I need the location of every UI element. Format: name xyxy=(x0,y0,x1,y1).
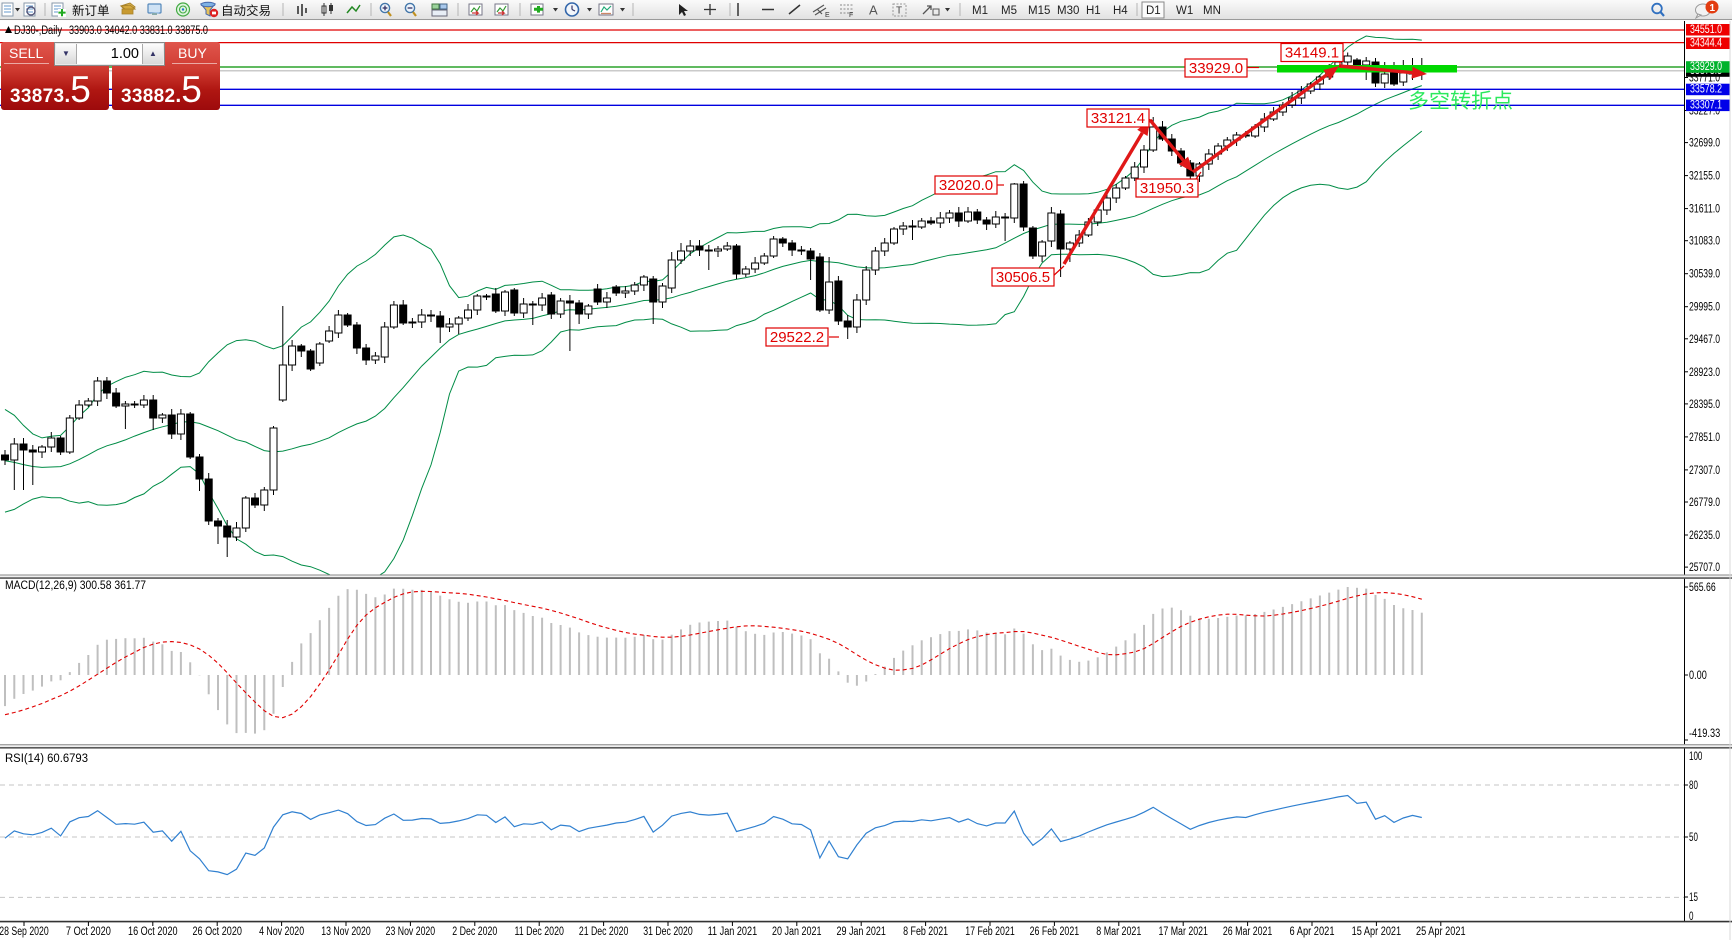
svg-text:1: 1 xyxy=(1710,3,1716,14)
svg-text:33903.0 34042.0 33831.0 33875.: 33903.0 34042.0 33831.0 33875.0 xyxy=(69,25,208,37)
svg-text:28923.0: 28923.0 xyxy=(1689,367,1720,379)
svg-text:33307.1: 33307.1 xyxy=(1690,100,1722,112)
svg-text:32020.0: 32020.0 xyxy=(939,177,993,194)
svg-text:33929.0: 33929.0 xyxy=(1690,61,1722,73)
svg-text:32155.0: 32155.0 xyxy=(1689,171,1720,183)
svg-text:E: E xyxy=(825,12,830,19)
svg-text:26 Mar 2021: 26 Mar 2021 xyxy=(1223,926,1273,938)
svg-text:11 Dec 2020: 11 Dec 2020 xyxy=(514,926,564,938)
svg-text:D1: D1 xyxy=(1146,5,1161,17)
svg-text:27851.0: 27851.0 xyxy=(1689,432,1720,444)
svg-text:26 Oct 2020: 26 Oct 2020 xyxy=(192,926,242,938)
svg-text:2 Dec 2020: 2 Dec 2020 xyxy=(452,926,497,938)
svg-text:31611.0: 31611.0 xyxy=(1689,204,1720,216)
svg-text:15: 15 xyxy=(1689,892,1698,904)
svg-text:34551.0: 34551.0 xyxy=(1690,24,1722,36)
svg-text:MACD(12,26,9) 300.58 361.77: MACD(12,26,9) 300.58 361.77 xyxy=(5,580,146,592)
svg-text:RSI(14) 60.6793: RSI(14) 60.6793 xyxy=(5,753,88,765)
svg-text:M5: M5 xyxy=(1001,5,1017,17)
svg-text:50: 50 xyxy=(1689,832,1698,844)
svg-text:F: F xyxy=(849,12,853,19)
svg-text:28 Sep 2020: 28 Sep 2020 xyxy=(0,926,49,938)
svg-text:16 Oct 2020: 16 Oct 2020 xyxy=(128,926,178,938)
svg-text:27307.0: 27307.0 xyxy=(1689,465,1720,477)
svg-text:31950.3: 31950.3 xyxy=(1140,180,1194,197)
svg-text:8 Mar 2021: 8 Mar 2021 xyxy=(1096,926,1141,938)
svg-text:0.00: 0.00 xyxy=(1689,670,1707,682)
svg-text:565.66: 565.66 xyxy=(1689,582,1716,594)
svg-text:-419.33: -419.33 xyxy=(1689,728,1720,740)
svg-text:20 Jan 2021: 20 Jan 2021 xyxy=(772,926,822,938)
svg-text:34344.4: 34344.4 xyxy=(1690,37,1722,49)
svg-text:32699.0: 32699.0 xyxy=(1689,138,1720,150)
svg-text:31083.0: 31083.0 xyxy=(1689,236,1720,248)
svg-text:34149.1: 34149.1 xyxy=(1285,45,1339,62)
svg-text:100: 100 xyxy=(1689,751,1702,763)
svg-text:17 Feb 2021: 17 Feb 2021 xyxy=(965,926,1015,938)
svg-text:13 Nov 2020: 13 Nov 2020 xyxy=(321,926,371,938)
svg-text:26235.0: 26235.0 xyxy=(1689,530,1720,542)
svg-text:30539.0: 30539.0 xyxy=(1689,269,1720,281)
svg-text:25 Apr 2021: 25 Apr 2021 xyxy=(1416,926,1466,938)
svg-text:DJ30-,Daily: DJ30-,Daily xyxy=(14,25,62,37)
svg-text:26 Feb 2021: 26 Feb 2021 xyxy=(1030,926,1080,938)
svg-text:31 Dec 2020: 31 Dec 2020 xyxy=(643,926,693,938)
svg-text:11 Jan 2021: 11 Jan 2021 xyxy=(708,926,758,938)
svg-text:H1: H1 xyxy=(1086,5,1101,17)
svg-text:33929.0: 33929.0 xyxy=(1189,60,1243,77)
svg-text:M15: M15 xyxy=(1028,5,1050,17)
svg-text:17 Mar 2021: 17 Mar 2021 xyxy=(1158,926,1208,938)
svg-text:A: A xyxy=(869,3,878,18)
svg-text:21 Dec 2020: 21 Dec 2020 xyxy=(579,926,629,938)
svg-text:26779.0: 26779.0 xyxy=(1689,497,1720,509)
svg-text:28395.0: 28395.0 xyxy=(1689,399,1720,411)
svg-text:M30: M30 xyxy=(1057,5,1079,17)
svg-text:T: T xyxy=(896,6,902,17)
svg-text:7 Oct 2020: 7 Oct 2020 xyxy=(66,926,111,938)
svg-text:29995.0: 29995.0 xyxy=(1689,302,1720,314)
svg-text:33121.4: 33121.4 xyxy=(1091,110,1145,127)
svg-text:15 Apr 2021: 15 Apr 2021 xyxy=(1352,926,1402,938)
svg-text:80: 80 xyxy=(1689,780,1698,792)
svg-text:M1: M1 xyxy=(972,5,988,17)
svg-text:MN: MN xyxy=(1203,5,1221,17)
svg-text:23 Nov 2020: 23 Nov 2020 xyxy=(386,926,436,938)
svg-text:W1: W1 xyxy=(1176,5,1193,17)
svg-text:30506.5: 30506.5 xyxy=(996,269,1050,286)
svg-text:33578.2: 33578.2 xyxy=(1690,84,1722,96)
svg-text:25707.0: 25707.0 xyxy=(1689,562,1720,574)
svg-text:6 Apr 2021: 6 Apr 2021 xyxy=(1290,926,1335,938)
svg-text:29467.0: 29467.0 xyxy=(1689,334,1720,346)
svg-text:8 Feb 2021: 8 Feb 2021 xyxy=(903,926,948,938)
svg-text:29522.2: 29522.2 xyxy=(770,329,824,346)
svg-text:H4: H4 xyxy=(1113,5,1128,17)
svg-text:0: 0 xyxy=(1689,911,1694,923)
svg-text:4 Nov 2020: 4 Nov 2020 xyxy=(259,926,304,938)
svg-text:29 Jan 2021: 29 Jan 2021 xyxy=(836,926,886,938)
